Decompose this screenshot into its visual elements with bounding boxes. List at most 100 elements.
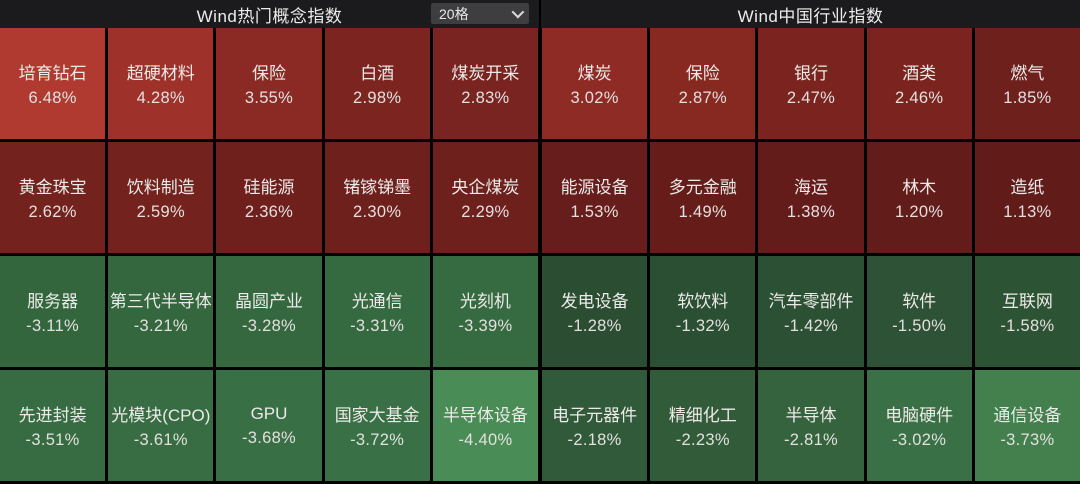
heatmap-tile[interactable]: 电脑硬件 -3.02% — [866, 370, 972, 481]
heatmap-tile[interactable]: 林木 1.20% — [866, 142, 972, 253]
tile-name: 国家大基金 — [334, 406, 420, 425]
tile-name: 保险 — [685, 64, 720, 83]
tile-name: 晶圆产业 — [234, 292, 303, 311]
tile-name: 锗镓锑墨 — [343, 178, 412, 197]
heatmap-tile[interactable]: 燃气 1.85% — [974, 28, 1080, 139]
heatmap-tile[interactable]: 软件 -1.50% — [866, 256, 972, 367]
heatmap-tile[interactable]: 半导体 -2.81% — [758, 370, 864, 481]
tile-name: 软饮料 — [677, 292, 729, 311]
tile-name: 半导体 — [785, 406, 837, 425]
tile-change: -3.39% — [458, 317, 513, 335]
tile-change: 2.36% — [244, 203, 294, 221]
tile-name: 央企煤炭 — [451, 178, 520, 197]
heatmap-tile[interactable]: 海运 1.38% — [758, 142, 864, 253]
panels-container: 培育钻石 6.48% 超硬材料 4.28% 保险 3.55% 白酒 2.98% 煤炭开采 2.83… — [0, 28, 1080, 484]
tile-name: 黄金珠宝 — [18, 178, 87, 197]
tile-change: 1.13% — [1003, 203, 1052, 221]
heatmap-tile[interactable]: 通信设备 -3.73% — [974, 370, 1080, 481]
tile-change: -3.31% — [350, 317, 405, 335]
heatmap-tile[interactable]: 国家大基金 -3.72% — [324, 370, 430, 481]
tile-name: 汽车零部件 — [768, 292, 854, 311]
heatmap-tile[interactable]: 服务器 -3.11% — [0, 256, 106, 367]
heatmap-tile[interactable]: 培育钻石 6.48% — [0, 28, 106, 139]
tile-name: 银行 — [793, 64, 828, 83]
heatmap-tile[interactable]: 汽车零部件 -1.42% — [758, 256, 864, 367]
tile-change: -1.50% — [892, 317, 947, 335]
tile-name: 电脑硬件 — [885, 406, 954, 425]
tile-name: 第三代半导体 — [109, 292, 212, 311]
heatmap-tile[interactable]: 煤炭开采 2.83% — [432, 28, 538, 139]
tile-name: 煤炭 — [577, 64, 612, 83]
tile-name: 煤炭开采 — [451, 64, 520, 83]
tile-name: 超硬材料 — [126, 64, 195, 83]
heatmap-tile[interactable]: 多元金融 1.49% — [650, 142, 756, 253]
heatmap-tile[interactable]: 半导体设备 -4.40% — [432, 370, 538, 481]
tile-name: 软件 — [902, 292, 937, 311]
tile-name: 电子元器件 — [552, 406, 638, 425]
heatmap-tile[interactable]: 晶圆产业 -3.28% — [216, 256, 322, 367]
grid-size-value: 20格 — [439, 5, 469, 22]
tile-name: 林木 — [902, 178, 937, 197]
heatmap-tile[interactable]: 软饮料 -1.32% — [650, 256, 756, 367]
tile-change: 3.55% — [244, 89, 294, 107]
tile-change: -3.61% — [133, 431, 188, 449]
tile-change: -2.81% — [783, 431, 839, 449]
heatmap-tile[interactable]: 银行 2.47% — [758, 28, 864, 139]
tile-change: -3.11% — [26, 317, 80, 335]
heatmap-tile[interactable]: 煤炭 3.02% — [542, 28, 648, 139]
chevron-down-icon — [511, 5, 525, 19]
heatmap-tile[interactable]: 硅能源 2.36% — [216, 142, 322, 253]
tile-change: -3.02% — [892, 431, 947, 449]
heatmap-tile[interactable]: 保险 2.87% — [650, 28, 756, 139]
heatmap-tile[interactable]: 超硬材料 4.28% — [108, 28, 214, 139]
tile-change: 1.49% — [678, 203, 727, 221]
tile-name: 光刻机 — [459, 292, 511, 311]
tile-name: 服务器 — [27, 292, 79, 311]
tile-change: 2.30% — [353, 203, 402, 221]
heatmap-tile[interactable]: 黄金珠宝 2.62% — [0, 142, 106, 253]
tile-change: 1.85% — [1003, 89, 1052, 107]
heatmap-tile[interactable]: 先进封装 -3.51% — [0, 370, 106, 481]
industry-index-grid: 煤炭 3.02% 保险 2.87% 银行 2.47% 酒类 2.46% 燃气 1.85% 能源设备 1… — [542, 28, 1080, 481]
tile-name: 能源设备 — [560, 178, 629, 197]
grid-size-select[interactable]: 20格 — [431, 3, 529, 24]
tile-change: -1.58% — [1000, 317, 1055, 335]
tile-change: 4.28% — [136, 89, 185, 107]
heatmap-tile[interactable]: 精细化工 -2.23% — [650, 370, 756, 481]
heatmap-tile[interactable]: GPU -3.68% — [216, 370, 322, 481]
tile-change: -3.73% — [1000, 431, 1055, 449]
heatmap-tile[interactable]: 光通信 -3.31% — [324, 256, 430, 367]
tile-name: GPU — [250, 403, 288, 423]
heatmap-tile[interactable]: 白酒 2.98% — [324, 28, 430, 139]
tile-change: 2.87% — [678, 89, 727, 107]
tile-change: -3.72% — [350, 431, 405, 449]
heatmap-tile[interactable]: 锗镓锑墨 2.30% — [324, 142, 430, 253]
tile-change: 1.20% — [895, 203, 944, 221]
heatmap-tile[interactable]: 光刻机 -3.39% — [432, 256, 538, 367]
heatmap-tile[interactable]: 互联网 -1.58% — [974, 256, 1080, 367]
heatmap-tile[interactable]: 能源设备 1.53% — [542, 142, 648, 253]
tile-name: 发电设备 — [560, 292, 629, 311]
tile-name: 白酒 — [360, 64, 395, 83]
tile-change: 1.38% — [786, 203, 836, 221]
heatmap-tile[interactable]: 发电设备 -1.28% — [542, 256, 648, 367]
heatmap-tile[interactable]: 酒类 2.46% — [866, 28, 972, 139]
tile-change: -3.51% — [25, 431, 80, 449]
tile-name: 培育钻石 — [18, 64, 87, 83]
heatmap-tile[interactable]: 造纸 1.13% — [974, 142, 1080, 253]
heatmap-tile[interactable]: 保险 3.55% — [216, 28, 322, 139]
tile-change: 6.48% — [28, 89, 77, 107]
tile-change: 2.46% — [895, 89, 944, 107]
tile-change: -1.42% — [783, 317, 839, 335]
heatmap-tile[interactable]: 电子元器件 -2.18% — [542, 370, 648, 481]
heatmap-tile[interactable]: 饮料制造 2.59% — [108, 142, 214, 253]
tile-name: 燃气 — [1010, 64, 1045, 83]
tile-name: 半导体设备 — [442, 406, 528, 425]
heatmap-tile[interactable]: 光模块(CPO) -3.61% — [108, 370, 214, 481]
left-panel-title: Wind热门概念指数 — [196, 6, 343, 26]
heatmap-tile[interactable]: 央企煤炭 2.29% — [432, 142, 538, 253]
heatmap-tile[interactable]: 第三代半导体 -3.21% — [108, 256, 214, 367]
tile-name: 互联网 — [1001, 292, 1053, 311]
tile-change: -3.21% — [133, 317, 188, 335]
